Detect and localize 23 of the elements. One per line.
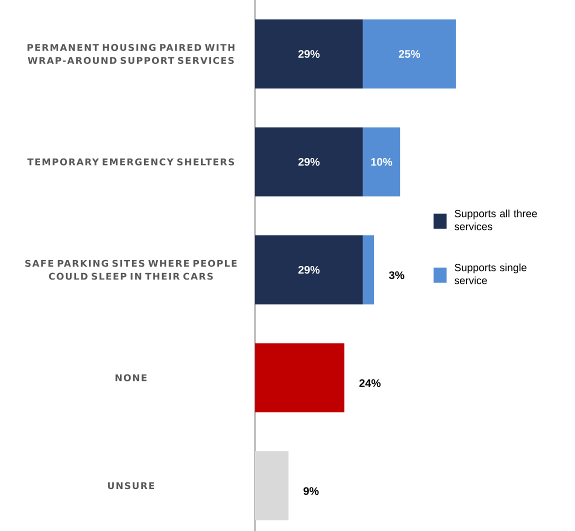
y-tick-label: TEMPORARY EMERGENCY SHELTERS <box>27 158 234 166</box>
data-label: 29% <box>298 158 320 166</box>
bar <box>255 451 288 520</box>
data-label: 29% <box>298 50 320 58</box>
bar <box>255 235 363 304</box>
bar <box>362 235 374 304</box>
data-label: 24% <box>359 379 381 388</box>
legend-label: Supports all three services <box>454 210 537 230</box>
data-label: 25% <box>398 50 420 58</box>
y-tick-label: UNSURE <box>108 482 154 490</box>
data-label: 3% <box>389 271 404 280</box>
y-tick-label: NONE <box>116 374 147 382</box>
bar <box>255 343 344 412</box>
data-label: 10% <box>371 158 392 166</box>
bar <box>362 127 400 196</box>
data-label: 29% <box>298 266 320 274</box>
y-tick-label: SAFE PARKING SITES WHERE PEOPLE COULD SLEEP IN THEIR CARS <box>25 260 237 280</box>
bar <box>255 127 363 196</box>
bar <box>255 19 363 89</box>
y-tick-label: PERMANENT HOUSING PAIRED WITH WRAP-AROUND SUPPORT SERVICES <box>28 44 234 64</box>
legend-label: Supports single service <box>454 264 526 284</box>
bar <box>362 19 456 89</box>
data-label: 9% <box>304 487 319 495</box>
